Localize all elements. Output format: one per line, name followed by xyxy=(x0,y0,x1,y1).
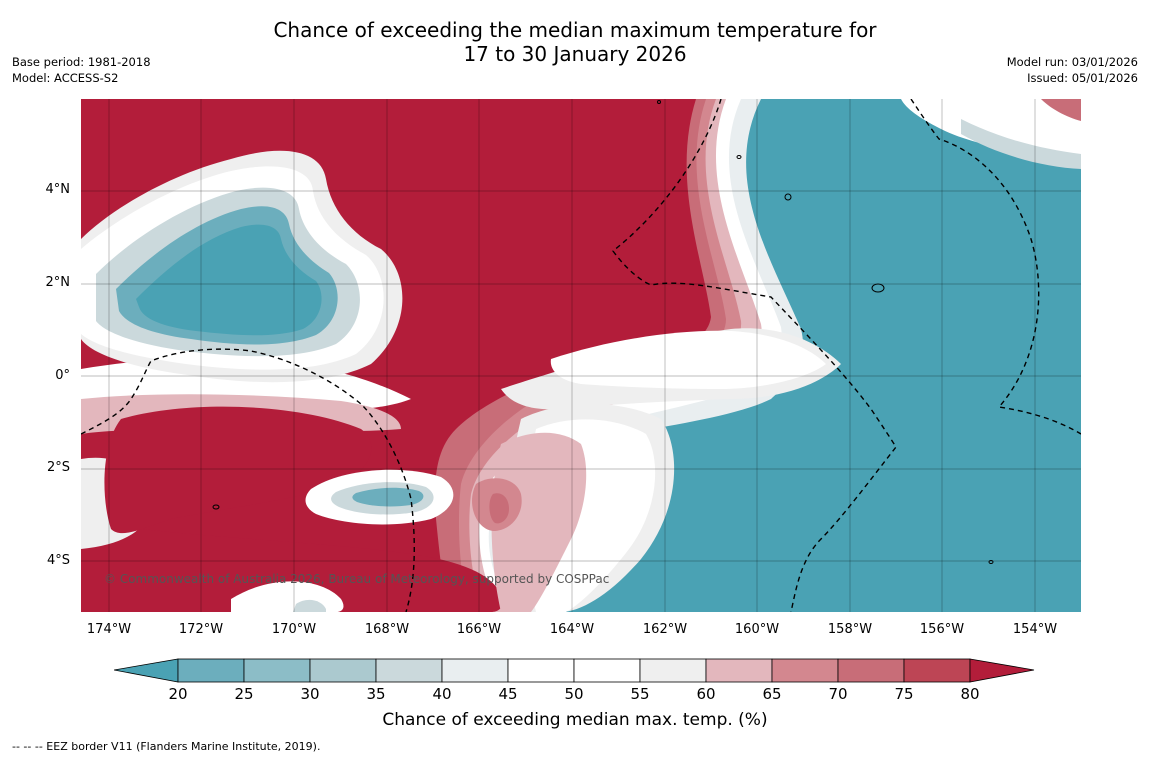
colorbar-tick-40: 40 xyxy=(432,685,452,703)
colorbar-bin-45-50 xyxy=(507,658,575,683)
islands xyxy=(212,100,994,564)
lon-label-160w: 160°W xyxy=(734,622,780,637)
colorbar-bin-20-25 xyxy=(177,658,245,683)
model-info: Base period: 1981-2018 Model: ACCESS-S2 xyxy=(12,54,151,86)
ne-corner-red xyxy=(1041,99,1081,121)
colorbar-tick-70: 70 xyxy=(828,685,848,703)
colorbar-bin-40-45 xyxy=(441,658,509,683)
colorbar-bin-75-80 xyxy=(903,658,971,683)
ne-corner-white xyxy=(901,99,1081,159)
colorbar-tick-30: 30 xyxy=(300,685,320,703)
model-text: Model: ACCESS-S2 xyxy=(12,71,119,85)
lat-label-2n: 2°N xyxy=(45,275,71,290)
lat-label-0: 0° xyxy=(55,368,70,383)
lon-label-170w: 170°W xyxy=(271,622,317,637)
colorbar-tick-60: 60 xyxy=(696,685,716,703)
colorbar-bin-35-40 xyxy=(375,658,443,683)
colorbar-label: Chance of exceeding median max. temp. (%… xyxy=(382,710,768,730)
lon-label-154w: 154°W xyxy=(1012,622,1058,637)
lat-label-4n: 4°N xyxy=(45,182,71,197)
southwest-red-lobe xyxy=(104,406,372,534)
colorbar-tick-55: 55 xyxy=(630,685,650,703)
copyright-text: © Commonwealth of Australia 2026, Bureau… xyxy=(104,572,610,586)
colorbar-tick-20: 20 xyxy=(168,685,188,703)
colorbar-bin-60-65 xyxy=(705,658,773,683)
lon-label-174w: 174°W xyxy=(86,622,132,637)
colorbar-tick-25: 25 xyxy=(234,685,254,703)
colorbar xyxy=(114,658,1035,683)
issued-text: Issued: 05/01/2026 xyxy=(1027,71,1138,85)
colorbar-bins xyxy=(177,658,971,683)
south-red-lobe xyxy=(141,529,503,612)
colorbar-bin-65-70 xyxy=(771,658,839,683)
equator-tongue-white xyxy=(550,330,826,389)
south-cool-patch-teal xyxy=(352,487,424,507)
run-info: Model run: 03/01/2026 Issued: 05/01/2026 xyxy=(1007,54,1138,86)
central-south-pink xyxy=(491,432,587,612)
title-line-1: Chance of exceeding the median maximum t… xyxy=(273,18,877,42)
colorbar-bin-50-55 xyxy=(573,658,641,683)
colorbar-tick-75: 75 xyxy=(894,685,914,703)
colorbar-bin-70-75 xyxy=(837,658,905,683)
colorbar-arrow-low xyxy=(114,658,179,683)
lon-label-164w: 164°W xyxy=(549,622,595,637)
title-line-2: 17 to 30 January 2026 xyxy=(463,42,687,66)
forecast-map xyxy=(81,99,1081,612)
eez-borders xyxy=(81,99,1081,612)
lat-label-4s: 4°S xyxy=(46,553,70,568)
southwest-teal-dot xyxy=(293,599,326,612)
lon-label-172w: 172°W xyxy=(178,622,224,637)
map-title: Chance of exceeding the median maximum t… xyxy=(0,18,1150,66)
eez-footnote: -- -- -- EEZ border V11 (Flanders Marine… xyxy=(12,740,321,753)
lon-label-168w: 168°W xyxy=(364,622,410,637)
ne-corner-pale xyxy=(961,119,1081,169)
lat-label-2s: 2°S xyxy=(46,460,70,475)
graticule xyxy=(81,99,1081,612)
nw-pocket-core xyxy=(136,224,322,336)
lon-label-158w: 158°W xyxy=(827,622,873,637)
colorbar-arrow-high xyxy=(969,658,1035,683)
base-period-text: Base period: 1981-2018 xyxy=(12,55,151,69)
model-run-text: Model run: 03/01/2026 xyxy=(1006,55,1138,69)
colorbar-bin-25-30 xyxy=(243,658,311,683)
warm-spot-dark xyxy=(489,493,509,524)
colorbar-bin-55-60 xyxy=(639,658,707,683)
lon-label-156w: 156°W xyxy=(919,622,965,637)
colorbar-tick-50: 50 xyxy=(564,685,584,703)
colorbar-tick-45: 45 xyxy=(498,685,518,703)
lon-label-162w: 162°W xyxy=(642,622,688,637)
colorbar-tick-65: 65 xyxy=(762,685,782,703)
lon-label-166w: 166°W xyxy=(456,622,502,637)
colorbar-tick-80: 80 xyxy=(960,685,980,703)
colorbar-tick-35: 35 xyxy=(366,685,386,703)
colorbar-bin-30-35 xyxy=(309,658,377,683)
